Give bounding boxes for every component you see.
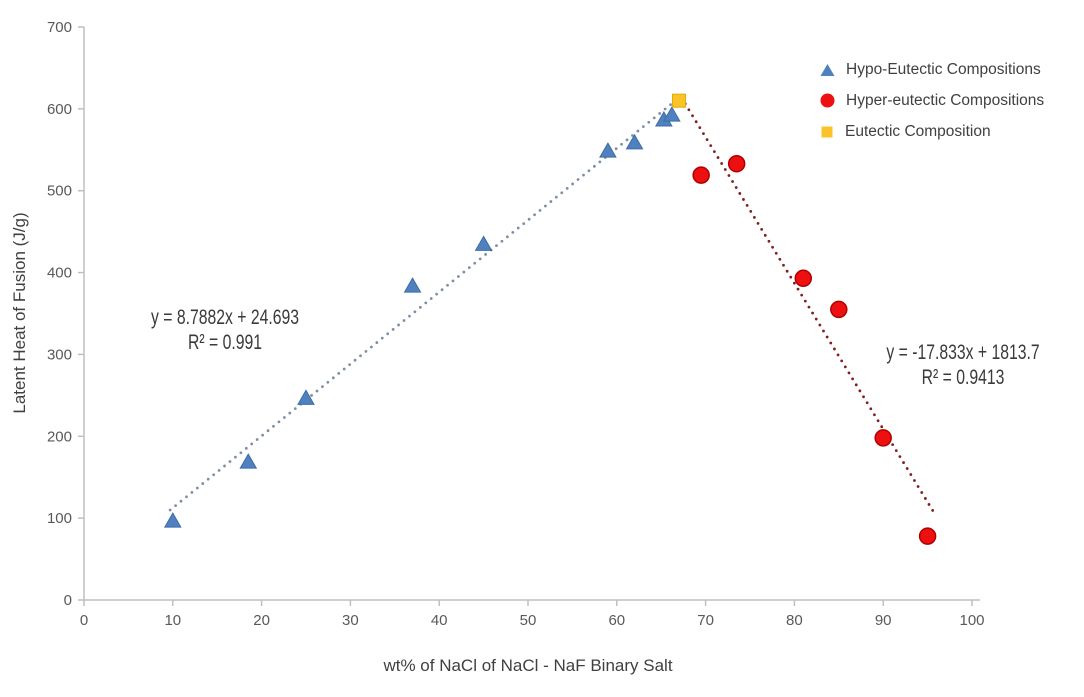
data-point [297, 389, 315, 405]
data-point [474, 235, 493, 251]
data-point [671, 93, 686, 108]
legend-label-eutectic: Eutectic Composition [845, 122, 991, 140]
legend-label-hyper-eutectic: Hyper-eutectic Compositions [846, 91, 1045, 109]
svg-text:20: 20 [253, 612, 270, 629]
r-squared-text-hypo: R² = 0.991 [188, 331, 262, 354]
trendline-0 [168, 94, 684, 512]
legend: Hypo-Eutectic Compositions Hyper-eutecti… [820, 54, 1044, 147]
square-marker-icon [821, 126, 833, 137]
x-axis-ticks: 0 10 20 30 40 50 60 70 80 90 100 [80, 600, 985, 629]
data-point [599, 142, 617, 158]
axes [83, 27, 980, 601]
series-0-points [163, 106, 681, 528]
triangle-marker-icon [820, 63, 835, 76]
legend-item-hypo-eutectic: Hypo-Eutectic Compositions [820, 54, 1044, 85]
svg-text:300: 300 [47, 346, 72, 363]
svg-text:40: 40 [431, 612, 448, 629]
trendline-equation-hypo: y = 8.7882x + 24.693 R² = 0.991 [139, 305, 312, 355]
svg-text:700: 700 [47, 19, 72, 36]
svg-text:600: 600 [47, 101, 72, 118]
svg-text:90: 90 [875, 612, 892, 629]
svg-text:30: 30 [342, 612, 359, 629]
legend-item-eutectic: Eutectic Composition [820, 116, 1044, 147]
y-axis-ticks: 0 100 200 300 400 500 600 700 [47, 19, 84, 609]
svg-text:50: 50 [520, 612, 537, 629]
data-point [830, 300, 848, 319]
svg-text:0: 0 [64, 592, 72, 609]
svg-text:100: 100 [47, 510, 72, 527]
svg-text:0: 0 [80, 612, 88, 629]
data-point [403, 277, 422, 293]
x-axis-title: wt% of NaCl of NaCl - NaF Binary Salt [383, 656, 673, 675]
data-point [625, 133, 644, 150]
data-point [727, 154, 746, 173]
trendline-equation-hyper: y = -17.833x + 1813.7 R² = 0.9413 [881, 340, 1046, 390]
r-squared-text-hyper: R² = 0.9413 [921, 366, 1005, 389]
data-point [692, 166, 710, 184]
trendline-1 [680, 96, 937, 516]
series-2-points [671, 93, 686, 108]
data-point [874, 429, 892, 447]
legend-label-hypo-eutectic: Hypo-Eutectic Compositions [846, 60, 1041, 78]
svg-text:100: 100 [959, 612, 984, 629]
svg-text:70: 70 [697, 612, 714, 629]
equation-text-hyper: y = -17.833x + 1813.7 [886, 341, 1040, 364]
svg-text:200: 200 [47, 428, 72, 445]
series-1-points [692, 154, 937, 545]
y-axis-title: Latent Heat of Fusion (J/g) [10, 212, 29, 414]
svg-text:10: 10 [164, 612, 181, 629]
data-point [918, 527, 937, 545]
svg-text:500: 500 [47, 183, 72, 200]
data-point [794, 269, 813, 288]
circle-marker-icon [820, 93, 835, 108]
data-point [662, 106, 681, 122]
equation-text-hypo: y = 8.7882x + 24.693 [150, 306, 299, 329]
data-point [239, 453, 258, 469]
svg-text:60: 60 [608, 612, 625, 629]
legend-item-hyper-eutectic: Hyper-eutectic Compositions [820, 85, 1044, 116]
data-point [163, 512, 182, 528]
svg-text:80: 80 [786, 612, 803, 629]
svg-text:400: 400 [47, 265, 72, 282]
